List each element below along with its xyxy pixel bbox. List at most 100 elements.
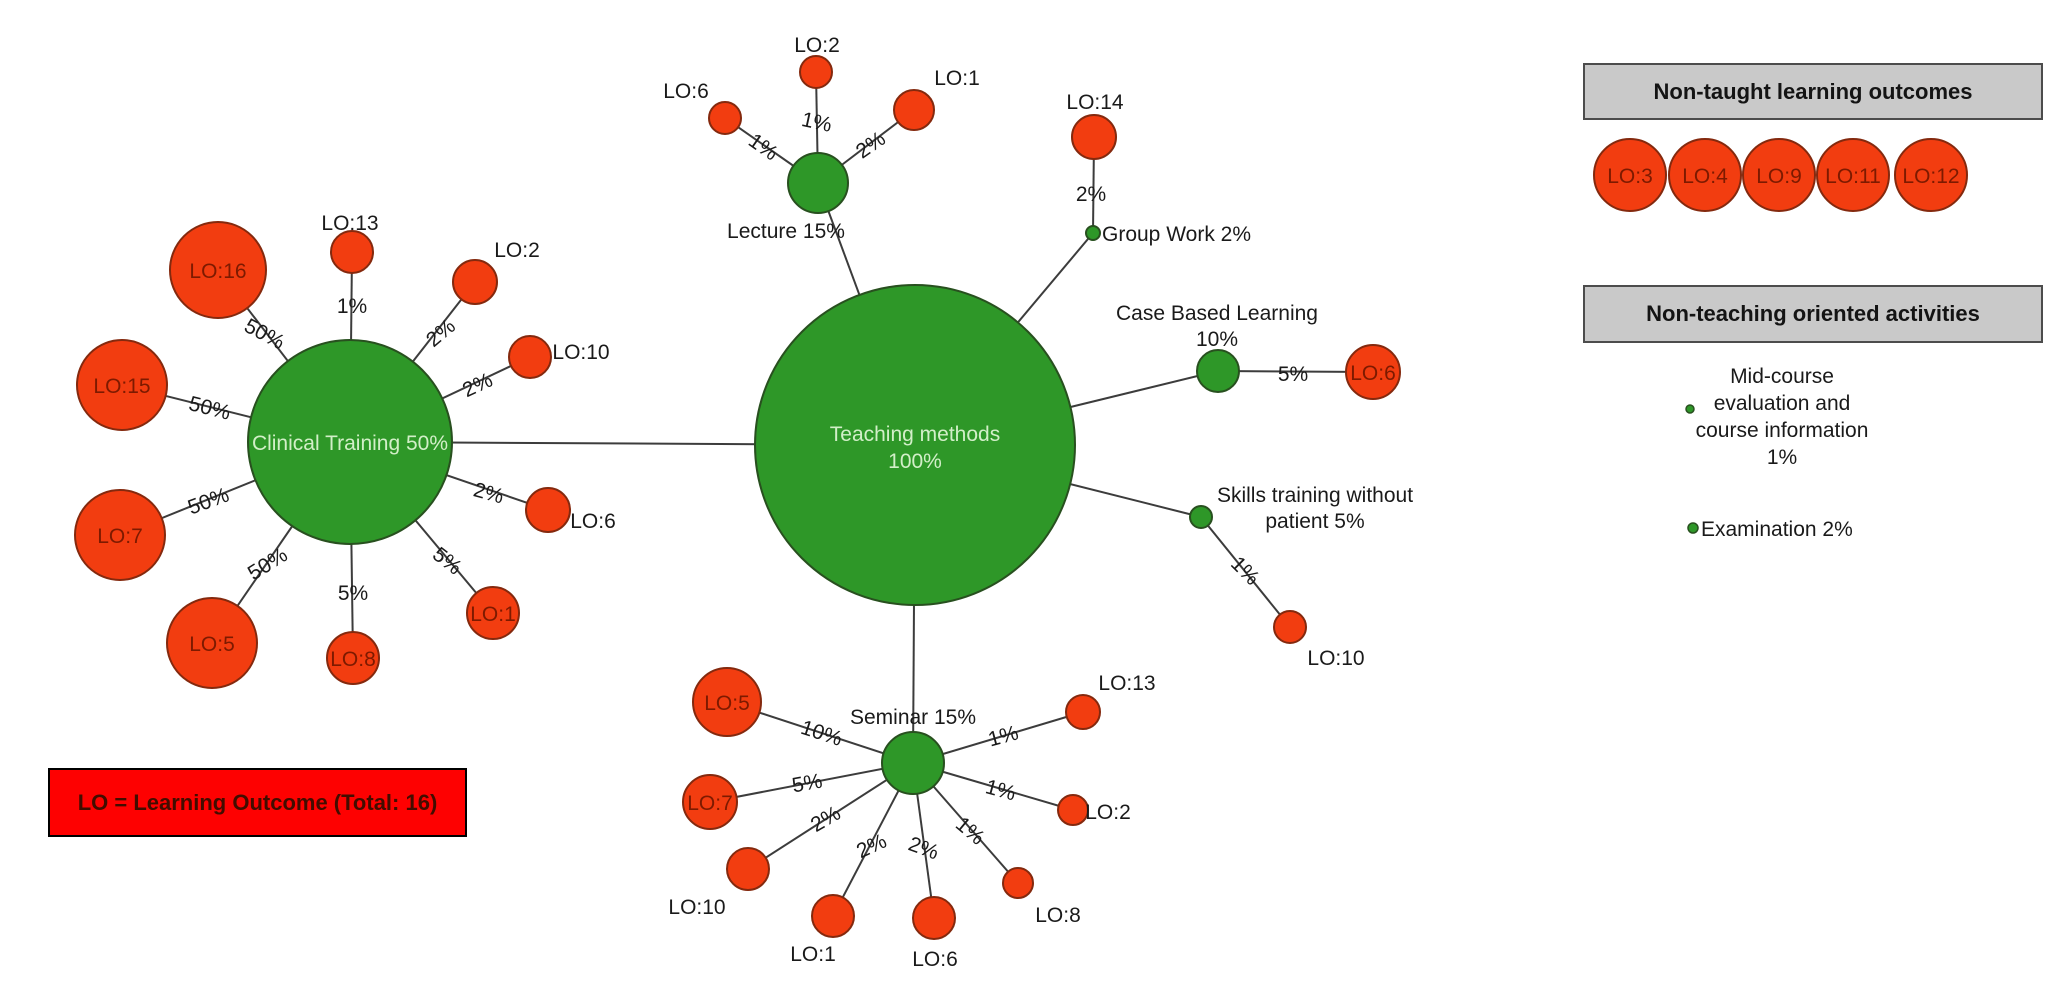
edge-label-lecture-lc-lo2: 1% (799, 108, 833, 137)
legend-outcome-label-lo4: LO:4 (1682, 165, 1728, 188)
method-node-casebased (1196, 349, 1240, 393)
node-label-ct-lo2: LO:2 (494, 239, 540, 262)
method-node-lecture (787, 152, 849, 214)
outcome-node-ct-lo6 (525, 487, 571, 533)
node-label-ct-lo6: LO:6 (570, 510, 616, 533)
method-node-seminar (881, 731, 945, 795)
method-node-teaching (754, 284, 1076, 606)
outcome-node-ct-lo16 (169, 221, 267, 319)
node-label-cb-lo6: LO:6 (1350, 362, 1396, 385)
legend-outcome-lo4 (1668, 138, 1742, 212)
lo-abbreviation-note: LO = Learning Outcome (Total: 16) (48, 768, 467, 837)
edge-seminar-sm-lo7 (709, 762, 914, 803)
outcome-node-sm-lo10 (726, 847, 770, 891)
edge-label-clinical-ct-lo15: 50% (186, 392, 232, 424)
method-node-clinical (247, 339, 453, 545)
legend-outcome-lo3 (1593, 138, 1667, 212)
node-label-sm-lo7: LO:7 (687, 792, 733, 815)
outcome-node-lc-lo1 (893, 89, 935, 131)
edge-label-seminar-sm-lo10: 2% (807, 802, 845, 837)
edge-label-clinical-ct-lo16: 50% (240, 314, 288, 354)
node-label-sk-lo10: LO:10 (1307, 647, 1364, 670)
node-label-ct-lo5: LO:5 (189, 633, 235, 656)
node-label-ct-lo16: LO:16 (189, 260, 246, 283)
node-label-lc-lo6: LO:6 (663, 80, 709, 103)
node-label-ct-lo7: LO:7 (97, 525, 143, 548)
outcome-node-ct-lo5 (166, 597, 258, 689)
outcome-node-sm-lo5 (692, 667, 762, 737)
activity-dot-1 (1687, 522, 1699, 534)
node-label-gw-lo14: LO:14 (1066, 91, 1124, 114)
node-label-lc-lo1: LO:1 (934, 67, 980, 90)
legend-outcome-lo12 (1894, 138, 1968, 212)
node-label-lc-lo2: LO:2 (794, 34, 840, 57)
legend-outcome-lo9 (1742, 138, 1816, 212)
edge-label-groupwork-gw-lo14: 2% (1076, 183, 1106, 206)
outcome-node-sm-lo13 (1065, 694, 1101, 730)
edge-label-casebased-cb-lo6: 5% (1278, 363, 1308, 386)
legend-outcome-lo11 (1816, 138, 1890, 212)
node-label-groupwork: Group Work 2% (1102, 223, 1251, 246)
outcome-node-sk-lo10 (1273, 610, 1307, 644)
outcome-node-ct-lo1 (466, 586, 520, 640)
outcome-node-ct-lo2 (452, 259, 498, 305)
outcome-node-gw-lo14 (1071, 114, 1117, 160)
edge-label-clinical-ct-lo7: 50% (185, 483, 232, 519)
legend-outcome-label-lo12: LO:12 (1902, 165, 1959, 188)
outcome-node-sm-lo8 (1002, 867, 1034, 899)
node-label-clinical: Clinical Training 50% (252, 432, 448, 455)
legend-outcome-label-lo11: LO:11 (1825, 165, 1881, 188)
outcome-node-sm-lo1 (811, 894, 855, 938)
activity-label-0: Mid-course evaluation and course informati… (1696, 365, 1869, 469)
node-label-lecture: Lecture 15% (727, 220, 845, 243)
node-label-ct-lo10: LO:10 (552, 341, 609, 364)
node-label-skills: Skills training without patient 5% (1217, 484, 1413, 533)
method-node-skills (1189, 505, 1213, 529)
non-teaching-activities-header: Non-teaching oriented activities (1583, 285, 2043, 343)
node-label-ct-lo15: LO:15 (93, 375, 150, 398)
node-label-sm-lo2: LO:2 (1085, 801, 1131, 824)
edge-label-clinical-ct-lo6: 2% (471, 478, 506, 508)
node-label-sm-lo6: LO:6 (912, 948, 958, 971)
edge-label-seminar-sm-lo6: 2% (905, 832, 941, 864)
edge-label-seminar-sm-lo1: 2% (853, 830, 890, 864)
node-label-seminar: Seminar 15% (850, 706, 976, 729)
node-label-ct-lo1: LO:1 (470, 603, 516, 626)
outcome-node-lc-lo2 (799, 55, 833, 89)
node-label-sm-lo10: LO:10 (668, 896, 725, 919)
edge-label-seminar-sm-lo13: 1% (986, 721, 1021, 751)
edge-label-clinical-ct-lo2: 2% (422, 315, 460, 352)
activity-label-1: Examination 2% (1701, 518, 1853, 541)
outcome-node-lc-lo6 (708, 101, 742, 135)
outcome-node-ct-lo10 (508, 335, 552, 379)
outcome-node-ct-lo7 (74, 489, 166, 581)
edge-seminar-sm-lo10 (747, 762, 914, 870)
outcome-node-sm-lo2 (1057, 794, 1089, 826)
edge-label-clinical-ct-lo5: 50% (244, 543, 292, 585)
node-label-sm-lo13: LO:13 (1098, 672, 1155, 695)
edge-label-seminar-sm-lo2: 1% (983, 775, 1018, 805)
edge-label-skills-sk-lo10: 1% (1226, 552, 1264, 590)
node-label-sm-lo5: LO:5 (704, 692, 750, 715)
outcome-node-ct-lo15 (76, 339, 168, 431)
method-node-groupwork (1085, 225, 1101, 241)
node-label-ct-lo8: LO:8 (330, 648, 376, 671)
node-label-teaching: Teaching methods 100% (830, 423, 1000, 473)
edge-label-clinical-ct-lo10: 2% (459, 369, 496, 403)
activity-dot-0 (1685, 404, 1695, 414)
outcome-node-sm-lo7 (682, 774, 738, 830)
edge-label-seminar-sm-lo7: 5% (790, 770, 824, 798)
outcome-node-ct-lo13 (330, 230, 374, 274)
outcome-node-ct-lo8 (326, 631, 380, 685)
outcome-node-cb-lo6 (1345, 344, 1401, 400)
node-label-casebased: Case Based Learning 10% (1116, 302, 1318, 351)
edge-label-seminar-sm-lo5: 10% (798, 716, 845, 751)
outcome-node-sm-lo6 (912, 896, 956, 940)
edge-label-clinical-ct-lo13: 1% (337, 295, 367, 318)
legend-outcome-label-lo9: LO:9 (1756, 165, 1802, 188)
non-taught-outcomes-header: Non-taught learning outcomes (1583, 63, 2043, 120)
edge-skills-sk-lo10 (1200, 516, 1291, 628)
node-label-sm-lo1: LO:1 (790, 943, 836, 966)
